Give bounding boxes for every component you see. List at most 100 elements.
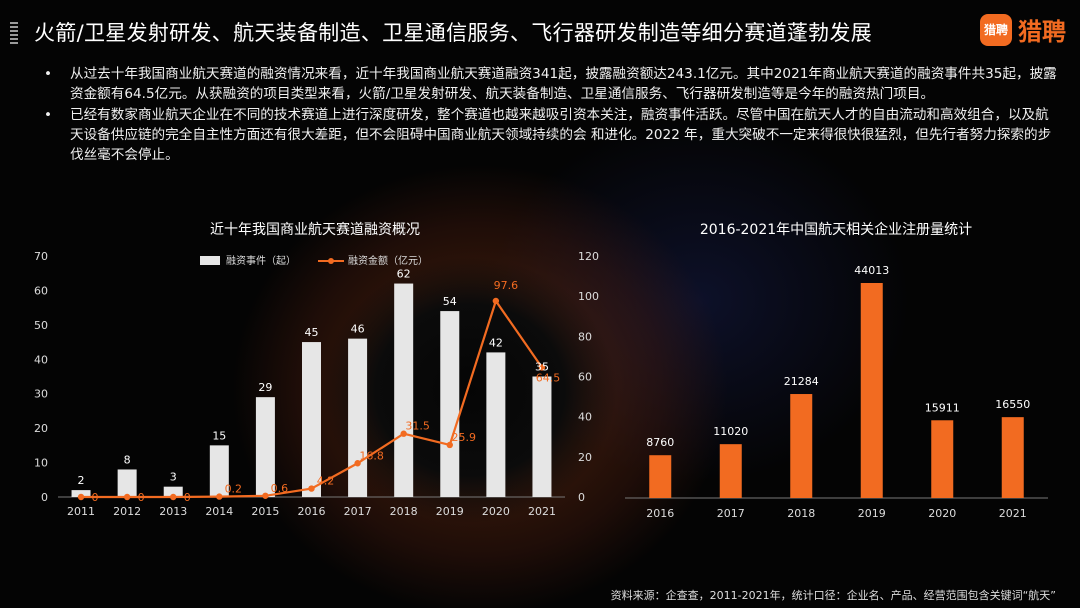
line-value-label: 0.2 bbox=[225, 483, 243, 496]
x-tick-label: 2016 bbox=[298, 505, 326, 518]
line-point bbox=[216, 493, 223, 500]
x-tick-label: 2021 bbox=[528, 505, 556, 518]
bar bbox=[649, 455, 672, 498]
x-tick-label: 2020 bbox=[482, 505, 510, 518]
chart-title: 2016-2021年中国航天相关企业注册量统计 bbox=[700, 221, 972, 238]
y-left-tick-label: 40 bbox=[34, 353, 48, 366]
legend-label-bar: 融资事件（起） bbox=[226, 254, 296, 267]
bar bbox=[486, 352, 506, 497]
bar bbox=[860, 283, 883, 498]
y-left-tick-label: 30 bbox=[34, 388, 48, 401]
line-point bbox=[354, 460, 361, 467]
bar-value-label: 29 bbox=[258, 381, 272, 394]
liepin-logo-text: 猎聘 bbox=[1018, 18, 1066, 46]
bullet-text: 从过去十年我国商业航天赛道的融资情况来看，近十年我国商业航天赛道融资341起，披… bbox=[70, 66, 1057, 102]
x-tick-label: 2011 bbox=[67, 505, 95, 518]
x-tick-label: 2019 bbox=[436, 505, 464, 518]
bar-value-label: 44013 bbox=[854, 264, 889, 277]
line-point bbox=[123, 493, 131, 501]
bar-value-label: 21284 bbox=[784, 375, 819, 388]
bar bbox=[348, 338, 368, 497]
title-accent-bar bbox=[10, 22, 18, 44]
line-value-label: 16.8 bbox=[359, 449, 384, 462]
bar-value-label: 2 bbox=[78, 474, 85, 487]
x-tick-label: 2015 bbox=[251, 505, 279, 518]
y-left-tick-label: 60 bbox=[34, 284, 48, 297]
liepin-logo-icon: 猎聘 bbox=[980, 13, 1012, 46]
chart-legend: 融资事件（起） 融资金额（亿元） bbox=[200, 254, 428, 267]
bar bbox=[163, 486, 183, 497]
page-title: 火箭/卫星发射研发、航天装备制造、卫星通信服务、飞行器研发制造等细分赛道蓬勃发展 bbox=[34, 21, 873, 45]
bar-value-label: 8760 bbox=[646, 436, 674, 449]
x-tick-label: 2021 bbox=[999, 507, 1027, 520]
legend-swatch-bar bbox=[200, 256, 220, 265]
bar bbox=[394, 283, 414, 497]
financing-chart: 近十年我国商业航天赛道融资概况 融资事件（起） 融资金额（亿元） 0102030… bbox=[34, 222, 599, 518]
line-value-label: 25.9 bbox=[452, 431, 477, 444]
bullet-text: 已经有数家商业航天企业在不同的技术赛道上进行深度研发，整个赛道也越来越吸引资本关… bbox=[70, 107, 1052, 163]
line-value-label: 97.6 bbox=[494, 279, 519, 292]
liepin-logo: 猎聘 猎聘 bbox=[980, 12, 1066, 47]
bar bbox=[255, 397, 275, 497]
x-tick-label: 2012 bbox=[113, 505, 141, 518]
y-right-tick-label: 80 bbox=[578, 330, 592, 343]
bar-value-label: 35 bbox=[535, 361, 549, 374]
x-tick-label: 2016 bbox=[646, 507, 674, 520]
bar-value-label: 8 bbox=[124, 453, 131, 466]
x-tick-label: 2017 bbox=[717, 507, 745, 520]
bar bbox=[302, 342, 321, 497]
y-left-tick-label: 20 bbox=[34, 422, 48, 435]
x-tick-label: 2017 bbox=[344, 505, 372, 518]
chart-title: 近十年我国商业航天赛道融资概况 bbox=[210, 222, 420, 238]
bar bbox=[532, 376, 552, 497]
line-point bbox=[77, 493, 85, 501]
bar bbox=[209, 445, 229, 497]
line-point bbox=[400, 430, 407, 437]
y-right-tick-label: 120 bbox=[578, 250, 599, 263]
line-point bbox=[446, 441, 453, 449]
bar bbox=[1001, 417, 1024, 498]
y-right-tick-label: 60 bbox=[578, 371, 592, 384]
summary-bullets: • 从过去十年我国商业航天赛道的融资情况来看，近十年我国商业航天赛道融资341起… bbox=[44, 64, 1059, 166]
line-value-label: 64.5 bbox=[536, 371, 561, 384]
line-point bbox=[492, 297, 500, 305]
bar-value-label: 11020 bbox=[713, 425, 748, 438]
line-point bbox=[538, 364, 546, 371]
x-tick-label: 2014 bbox=[205, 505, 233, 518]
bar-value-label: 16550 bbox=[995, 398, 1030, 411]
line-point bbox=[308, 485, 315, 492]
y-left-tick-label: 70 bbox=[34, 250, 48, 263]
bar bbox=[71, 490, 91, 497]
x-tick-label: 2018 bbox=[390, 505, 418, 518]
bar-value-label: 62 bbox=[397, 268, 411, 281]
bar-value-label: 45 bbox=[305, 326, 319, 339]
bar-value-label: 46 bbox=[351, 323, 365, 336]
bar bbox=[931, 420, 954, 498]
bar-value-label: 15 bbox=[212, 429, 226, 442]
bar-value-label: 42 bbox=[489, 336, 503, 349]
y-left-tick-label: 50 bbox=[34, 319, 48, 332]
line-value-label: 0 bbox=[184, 491, 191, 504]
y-left-tick-label: 10 bbox=[34, 457, 48, 470]
y-right-tick-label: 20 bbox=[578, 451, 592, 464]
x-tick-label: 2019 bbox=[858, 507, 886, 520]
bar-value-label: 15911 bbox=[925, 401, 960, 414]
line-value-label: 31.5 bbox=[405, 420, 430, 433]
bullet-item: • 从过去十年我国商业航天赛道的融资情况来看，近十年我国商业航天赛道融资341起… bbox=[44, 64, 1059, 104]
bar bbox=[719, 444, 742, 498]
x-tick-label: 2013 bbox=[159, 505, 187, 518]
bullet-marker: • bbox=[44, 66, 53, 82]
line-value-label: 0 bbox=[92, 491, 99, 504]
line-point bbox=[262, 492, 269, 499]
y-right-tick-label: 100 bbox=[578, 290, 599, 303]
bar bbox=[440, 311, 460, 497]
legend-swatch-marker bbox=[328, 258, 334, 264]
bar-value-label: 54 bbox=[443, 295, 457, 308]
line-value-label: 4.2 bbox=[317, 475, 335, 488]
x-tick-label: 2020 bbox=[928, 507, 956, 520]
line-value-label: 0.6 bbox=[271, 482, 289, 495]
line-value-label: 0 bbox=[138, 491, 145, 504]
y-right-tick-label: 40 bbox=[578, 411, 592, 424]
bullet-marker: • bbox=[44, 107, 53, 123]
